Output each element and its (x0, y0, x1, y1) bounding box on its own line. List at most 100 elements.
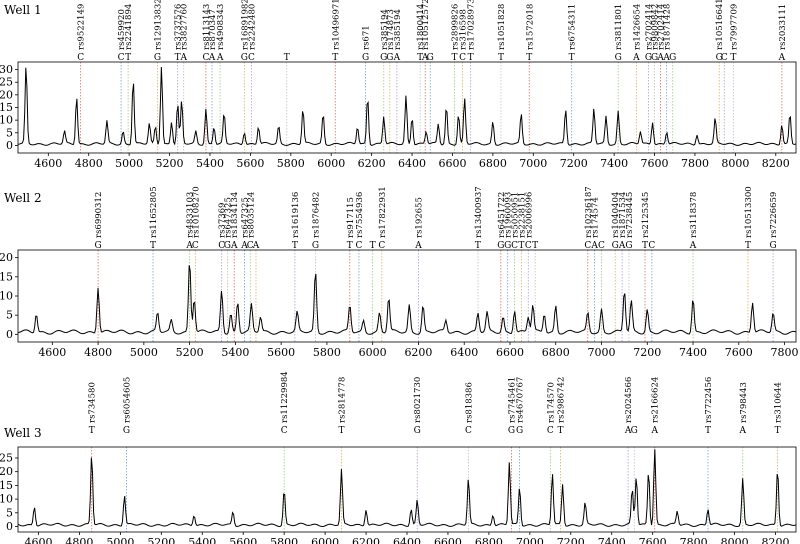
y-tick-label: 15 (0, 101, 13, 114)
y-tick-label: 10 (0, 114, 13, 127)
base-call: T (518, 241, 524, 251)
x-tick-label: 5800 (277, 157, 305, 170)
base-call: G (651, 53, 658, 63)
base-call: T (705, 426, 711, 436)
snp-label: rs7238445 (625, 192, 635, 238)
base-call: T (775, 426, 781, 436)
x-tick-label: 8200 (762, 157, 790, 170)
x-tick-label: 5200 (156, 157, 184, 170)
snp-label: rs2006996 (524, 192, 534, 238)
signal-trace (18, 449, 796, 528)
snp-label: rs1572018 (525, 4, 535, 50)
snp-label: rs310644 (774, 382, 784, 423)
snp-label: rs2166624 (651, 377, 661, 423)
snp-label: rs3118378 (689, 192, 699, 238)
x-tick-label: 4600 (24, 536, 52, 544)
snp-label: rs1619136 (291, 192, 301, 238)
snp-label: rs2702414 (644, 4, 654, 50)
x-tick-label: 6600 (496, 346, 524, 359)
x-tick-label: 6400 (398, 157, 426, 170)
snp-label: rs385194 (380, 9, 390, 50)
snp-label: rs7745461 (507, 377, 517, 423)
base-call: A (778, 53, 786, 63)
snp-label: rs10236187 (584, 186, 594, 238)
y-tick-label: 20 (0, 88, 13, 101)
base-call: G (380, 53, 387, 63)
base-call: G (669, 53, 676, 63)
snp-label: rs17822931 (378, 186, 388, 238)
x-tick-label: 7800 (680, 536, 708, 544)
base-call: C (459, 53, 466, 63)
snp-label: rs2814778 (337, 377, 347, 423)
base-call: C (378, 241, 385, 251)
base-call: G (241, 53, 248, 63)
base-call: A (240, 241, 248, 251)
signal-trace (18, 265, 796, 335)
base-call: A (624, 426, 632, 436)
base-call: C (721, 53, 728, 63)
snp-label: rs1834134 (230, 192, 240, 238)
base-call: A (421, 53, 429, 63)
snp-label: rs4833103 (186, 192, 196, 238)
snp-label: rs1871428 (663, 4, 673, 50)
snp-label: rs2024566 (624, 377, 634, 423)
y-tick-label: 25 (0, 451, 13, 464)
x-tick-label: 8000 (721, 157, 749, 170)
base-call: G (123, 426, 130, 436)
y-tick-label: 20 (0, 465, 13, 478)
base-call: G (224, 241, 231, 251)
x-tick-label: 7600 (639, 536, 667, 544)
snp-label: rs7722456 (704, 377, 714, 423)
x-tick-label: 6800 (475, 536, 503, 544)
snp-label: rs6990312 (94, 192, 104, 238)
x-tick-label: 6200 (352, 536, 380, 544)
x-tick-label: 5600 (236, 157, 264, 170)
x-tick-label: 4800 (75, 157, 103, 170)
snp-label: rs2033111 (778, 4, 788, 50)
base-call: T (745, 241, 751, 251)
x-tick-label: 5600 (229, 536, 257, 544)
x-tick-label: 7400 (679, 346, 707, 359)
base-call: G (427, 53, 434, 63)
x-tick-label: 6800 (479, 157, 507, 170)
base-call: G (612, 241, 619, 251)
base-call: A (230, 241, 238, 251)
x-tick-label: 7400 (600, 157, 628, 170)
x-tick-label: 7000 (519, 157, 547, 170)
snp-label: rs17028973 (467, 0, 477, 50)
base-call: A (208, 53, 216, 63)
base-call: C (248, 53, 255, 63)
base-call: G (625, 241, 632, 251)
base-call: T (526, 53, 532, 63)
base-call: C (648, 241, 655, 251)
snp-label: rs8021730 (413, 377, 423, 423)
x-tick-label: 4600 (38, 346, 66, 359)
base-call: A (216, 53, 224, 63)
snp-label: rs647325 (223, 197, 233, 238)
snp-label: rs5050951 (511, 192, 521, 238)
y-tick-label: 10 (0, 493, 13, 506)
base-call: G (770, 241, 777, 251)
x-tick-label: 5400 (196, 157, 224, 170)
base-call: T (175, 53, 181, 63)
base-call: G (414, 426, 421, 436)
snp-label: rs7554936 (355, 192, 365, 238)
snp-label: rs1426654 (632, 4, 642, 50)
snp-label: rs10108270 (191, 186, 201, 238)
y-tick-label: 0 (6, 328, 13, 341)
base-call: G (362, 53, 369, 63)
base-call: A (656, 53, 664, 63)
x-tick-label: 5600 (267, 346, 295, 359)
base-call: C (281, 426, 288, 436)
base-call: C (192, 241, 199, 251)
y-tick-label: 20 (0, 251, 13, 264)
x-tick-label: 7800 (681, 157, 709, 170)
base-call: C (465, 426, 472, 436)
x-tick-label: 6200 (404, 346, 432, 359)
snp-label: rs11229984 (280, 371, 290, 423)
snp-label: rs6451722 (497, 192, 507, 238)
y-tick-label: 15 (0, 479, 13, 492)
base-call: T (532, 241, 538, 251)
